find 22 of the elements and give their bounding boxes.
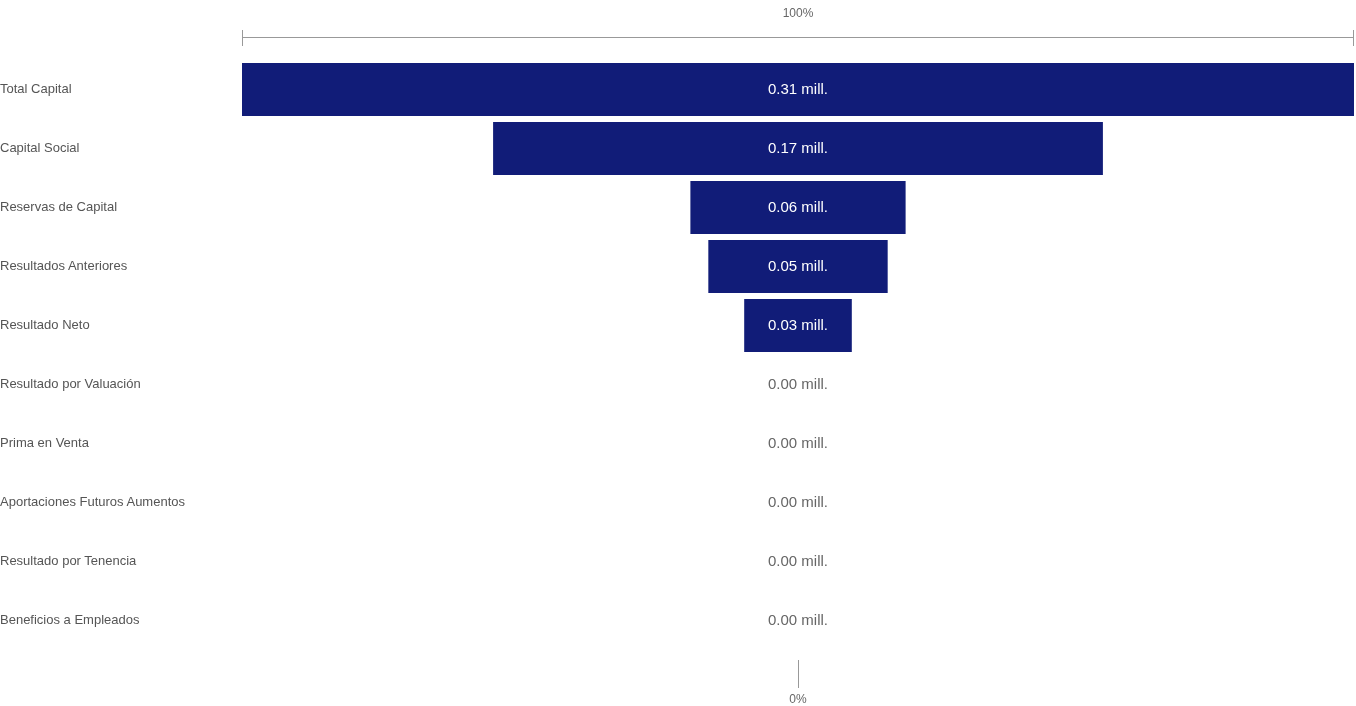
data-label: 0.03 mill. xyxy=(767,315,829,333)
category-label: Resultado por Valuación xyxy=(0,376,141,392)
data-label: 0.17 mill. xyxy=(767,138,829,156)
data-label: 0.00 mill. xyxy=(767,551,829,569)
data-label: 0.31 mill. xyxy=(767,79,829,97)
category-label: Resultado por Tenencia xyxy=(0,553,138,569)
data-label: 0.00 mill. xyxy=(767,492,829,510)
category-label: Capital Social xyxy=(0,140,80,156)
text: 0% xyxy=(789,692,807,706)
category-label: Reservas de Capital xyxy=(0,199,118,215)
category-label: Beneficios a Empleados xyxy=(0,612,140,628)
data-label: 0.00 mill. xyxy=(767,433,829,451)
data-label: 0.00 mill. xyxy=(767,374,829,392)
data-label: 0.00 mill. xyxy=(767,610,829,628)
category-label: Prima en Venta xyxy=(0,435,90,451)
category-label: Total Capital xyxy=(0,81,72,97)
data-label: 0.06 mill. xyxy=(767,197,829,215)
text: 100% xyxy=(782,6,814,21)
data-label: 0.05 mill. xyxy=(767,256,829,274)
category-label: Aportaciones Futuros Aumentos xyxy=(0,494,186,510)
category-label: Resultados Anteriores xyxy=(0,258,128,274)
category-label: Resultado Neto xyxy=(0,317,90,333)
